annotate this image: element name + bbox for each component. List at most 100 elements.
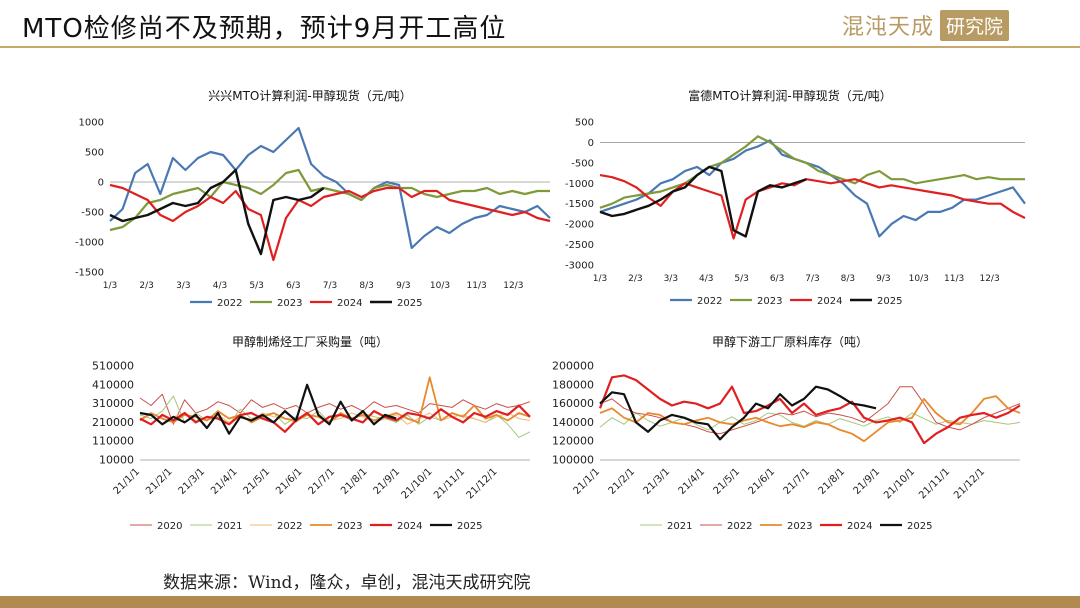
x-tick-label: 21/12/1 [952, 466, 987, 501]
series-line-2025 [109, 168, 325, 256]
x-tick-label: 21/11/1 [917, 466, 952, 501]
legend-label-2022: 2022 [727, 521, 752, 532]
brand-box: 研究院 [940, 9, 1010, 41]
series-line-2025 [599, 385, 877, 441]
x-tick-label: 21/2/1 [144, 466, 175, 497]
y-tick-label: 500 [85, 148, 104, 159]
y-tick-label: -1500 [565, 199, 594, 210]
chart-title: 兴兴MTO计算利润-甲醇现货（元/吨） [208, 88, 412, 103]
series-line-2023 [599, 135, 1025, 209]
x-tick-label: 21/4/1 [677, 466, 708, 497]
chart-downstream-inventory: 甲醇下游工厂原料库存（吨） 200000 180000 160000 140000 120… [552, 334, 1021, 532]
series-line-2023 [599, 395, 1021, 443]
legend: 2022 2023 2024 2025 [670, 296, 902, 307]
x-tick-label: 9/3 [876, 274, 890, 284]
x-tick-label: 21/6/1 [747, 466, 778, 497]
y-tick-label: -2500 [565, 240, 594, 251]
series-line-2024 [598, 374, 1021, 445]
x-tick-label: 7/3 [805, 274, 819, 284]
x-tick-label: 7/3 [323, 281, 337, 291]
legend: 2020 2021 2022 2023 2024 2025 [130, 521, 482, 532]
y-tick-label: -2000 [565, 220, 594, 231]
legend-label-2023: 2023 [787, 521, 812, 532]
legend-label-2024: 2024 [847, 521, 872, 532]
y-tick-label: 10000 [99, 454, 134, 467]
y-tick-label: 110000 [92, 435, 134, 448]
x-tick-label: 5/3 [734, 274, 748, 284]
series-line-2022 [109, 126, 551, 250]
series-line-2022 [599, 139, 1026, 238]
y-tick-label: 0 [98, 178, 104, 189]
legend-label-2025: 2025 [397, 298, 422, 309]
x-tick-label: 6/3 [286, 281, 300, 291]
x-tick-label: 21/11/1 [432, 466, 467, 501]
legend-label-2024: 2024 [397, 521, 422, 532]
legend-label-2022: 2022 [217, 298, 242, 309]
x-tick-label: 3/3 [664, 274, 678, 284]
series-line-2021 [599, 412, 1021, 431]
x-tick-label: 21/10/1 [882, 466, 917, 501]
x-tick-label: 21/5/1 [242, 466, 273, 497]
series-line-2025 [599, 165, 807, 238]
legend-label-2022: 2022 [277, 521, 302, 532]
y-tick-label: 100000 [552, 454, 594, 467]
legend-label-2025: 2025 [907, 521, 932, 532]
y-tick-label: -3000 [565, 261, 594, 272]
x-tick-label: 8/3 [841, 274, 855, 284]
legend: 2021 2022 2023 2024 2025 [640, 521, 932, 532]
y-tick-label: 410000 [92, 378, 134, 391]
page-title: MTO检修尚不及预期，预计9月开工高位 [22, 14, 507, 44]
y-axis: 510000 410000 310000 210000 110000 10000 [92, 360, 134, 467]
y-tick-label: -1000 [565, 179, 594, 190]
series-line-2025 [139, 383, 397, 435]
y-axis: 200000 180000 160000 140000 120000 100000 [552, 360, 594, 467]
x-tick-label: 1/3 [593, 274, 607, 284]
x-tick-label: 21/10/1 [400, 466, 435, 501]
y-tick-label: 210000 [92, 416, 134, 429]
legend-label-2025: 2025 [877, 296, 902, 307]
x-axis: 1/3 2/3 3/3 4/3 5/3 6/3 7/3 8/3 9/3 10/3 11/3 12/3 [593, 274, 1000, 284]
y-tick-label: -500 [571, 158, 594, 169]
legend-label-2022: 2022 [697, 296, 722, 307]
y-tick-label: -1000 [75, 238, 104, 249]
y-tick-label: 500 [575, 118, 594, 129]
series-line-2024 [109, 183, 551, 262]
x-tick-label: 21/5/1 [712, 466, 743, 497]
x-tick-label: 21/8/1 [339, 466, 370, 497]
x-tick-label: 6/3 [770, 274, 784, 284]
chart-title: 甲醇下游工厂原料库存（吨） [712, 334, 868, 349]
y-tick-label: 0 [588, 138, 594, 149]
x-tick-label: 1/3 [103, 281, 117, 291]
x-tick-label: 2/3 [139, 281, 153, 291]
x-tick-label: 21/1/1 [112, 466, 143, 497]
y-axis: 1000 500 0 -500 -1000 -1500 [75, 118, 104, 279]
x-tick-label: 21/9/1 [372, 466, 403, 497]
x-tick-label: 21/6/1 [274, 466, 305, 497]
chart-fude-profit: 富德MTO计算利润-甲醇现货（元/吨） 500 0 -500 -1000 -1500 -20… [565, 88, 1026, 307]
x-tick-label: 21/9/1 [852, 466, 883, 497]
x-tick-label: 21/7/1 [307, 466, 338, 497]
legend-label-2023: 2023 [757, 296, 782, 307]
y-tick-label: -1500 [75, 268, 104, 279]
x-tick-label: 9/3 [396, 281, 410, 291]
legend-label-2020: 2020 [157, 521, 182, 532]
data-source-note: 数据来源：Wind，隆众，卓创，混沌天成研究院 [163, 573, 531, 593]
series-line-2024 [599, 174, 1026, 240]
chart-title: 甲醇制烯烃工厂采购量（吨） [232, 334, 388, 349]
header-divider [0, 46, 1080, 48]
y-tick-label: 510000 [92, 360, 134, 373]
x-tick-label: 21/7/1 [782, 466, 813, 497]
legend-label-2024: 2024 [817, 296, 842, 307]
series-line-2020 [139, 393, 531, 425]
x-tick-label: 11/3 [944, 274, 964, 284]
brand-name: 混沌天成 [842, 15, 935, 40]
x-tick-label: 21/1/1 [572, 466, 603, 497]
legend-label-2025: 2025 [457, 521, 482, 532]
y-tick-label: -500 [81, 208, 104, 219]
x-tick-label: 21/4/1 [209, 466, 240, 497]
y-tick-label: 140000 [552, 416, 594, 429]
x-tick-label: 21/2/1 [607, 466, 638, 497]
x-tick-label: 21/3/1 [642, 466, 673, 497]
legend-label-2021: 2021 [667, 521, 692, 532]
x-tick-label: 4/3 [213, 281, 227, 291]
